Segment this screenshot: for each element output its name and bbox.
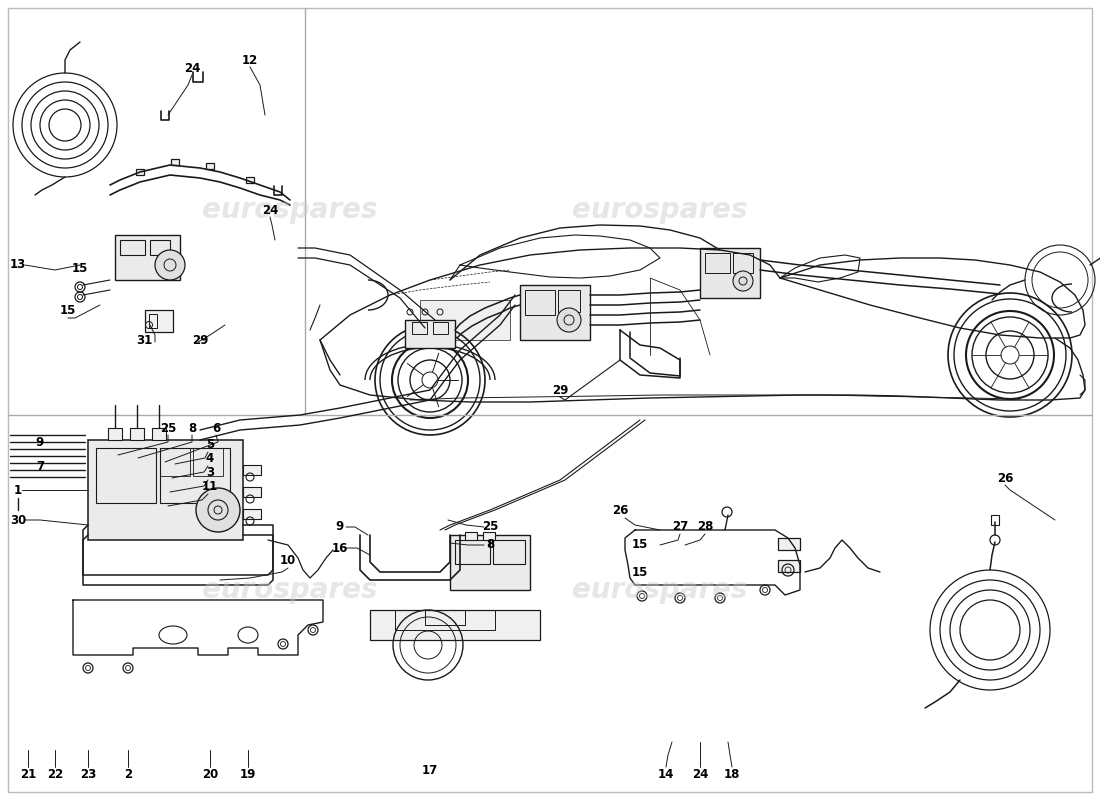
Text: 10: 10 — [279, 554, 296, 566]
Text: 4: 4 — [206, 453, 214, 466]
Text: 15: 15 — [59, 303, 76, 317]
Text: 24: 24 — [692, 769, 708, 782]
Bar — [145, 310, 173, 332]
Text: 13: 13 — [10, 258, 26, 271]
Bar — [991, 515, 999, 525]
Text: eurospares: eurospares — [572, 576, 748, 604]
Text: 31: 31 — [136, 334, 152, 346]
Text: 11: 11 — [202, 481, 218, 494]
Text: 25: 25 — [482, 521, 498, 534]
Bar — [450, 535, 530, 590]
Bar — [778, 538, 800, 550]
Text: 15: 15 — [72, 262, 88, 274]
Text: 20: 20 — [202, 769, 218, 782]
Bar — [160, 448, 230, 503]
Text: 28: 28 — [696, 521, 713, 534]
Text: 8: 8 — [486, 538, 494, 551]
Text: eurospares: eurospares — [572, 196, 748, 224]
Bar — [433, 322, 448, 334]
Text: eurospares: eurospares — [202, 196, 377, 224]
Text: 12: 12 — [242, 54, 258, 66]
Text: 18: 18 — [724, 769, 740, 782]
Text: 22: 22 — [47, 769, 63, 782]
Bar — [243, 487, 261, 497]
Bar — [405, 320, 455, 348]
Bar — [420, 300, 510, 340]
Bar — [243, 465, 261, 475]
Text: 27: 27 — [672, 521, 689, 534]
Text: 2: 2 — [124, 769, 132, 782]
Bar — [88, 440, 243, 540]
Bar — [412, 322, 427, 334]
Text: 6: 6 — [212, 422, 220, 434]
Text: 24: 24 — [184, 62, 200, 74]
Bar — [465, 532, 477, 540]
Bar — [108, 428, 122, 440]
Bar — [483, 532, 495, 540]
Text: 7: 7 — [36, 459, 44, 473]
Text: 25: 25 — [160, 422, 176, 434]
Bar — [705, 253, 730, 273]
Bar — [395, 610, 495, 630]
Bar — [493, 540, 525, 564]
Bar — [558, 290, 580, 312]
Text: 21: 21 — [20, 769, 36, 782]
Bar — [520, 285, 590, 340]
Text: 17: 17 — [422, 763, 438, 777]
Circle shape — [557, 308, 581, 332]
Bar — [525, 290, 556, 315]
Text: eurospares: eurospares — [202, 576, 377, 604]
Text: 8: 8 — [188, 422, 196, 434]
Text: 29: 29 — [552, 383, 569, 397]
Bar — [206, 163, 214, 169]
Text: 19: 19 — [240, 769, 256, 782]
Circle shape — [155, 250, 185, 280]
Text: 23: 23 — [80, 769, 96, 782]
Text: 3: 3 — [206, 466, 214, 479]
Circle shape — [733, 271, 754, 291]
Text: 26: 26 — [997, 471, 1013, 485]
Bar — [116, 235, 180, 280]
Bar — [120, 240, 145, 255]
Bar — [136, 169, 144, 175]
Bar — [150, 240, 170, 255]
Circle shape — [196, 488, 240, 532]
Text: 1: 1 — [14, 483, 22, 497]
Bar — [148, 314, 157, 328]
Text: 15: 15 — [631, 566, 648, 578]
Text: 15: 15 — [631, 538, 648, 551]
Bar — [160, 448, 190, 476]
Text: 9: 9 — [36, 435, 44, 449]
Bar — [152, 428, 166, 440]
Bar — [733, 253, 754, 273]
Bar — [778, 560, 800, 572]
Bar — [700, 248, 760, 298]
Bar — [425, 610, 465, 625]
Text: 26: 26 — [612, 503, 628, 517]
Bar — [96, 448, 156, 503]
Text: 30: 30 — [10, 514, 26, 526]
Bar — [130, 428, 144, 440]
Text: 9: 9 — [336, 521, 344, 534]
Bar — [370, 610, 540, 640]
Text: 16: 16 — [332, 542, 349, 554]
Bar — [170, 159, 179, 165]
Text: 24: 24 — [262, 203, 278, 217]
Bar — [246, 177, 254, 183]
Bar — [192, 448, 223, 476]
Text: 14: 14 — [658, 769, 674, 782]
Bar — [455, 540, 490, 564]
Bar — [243, 509, 261, 519]
Text: 5: 5 — [206, 438, 214, 451]
Text: 29: 29 — [191, 334, 208, 346]
